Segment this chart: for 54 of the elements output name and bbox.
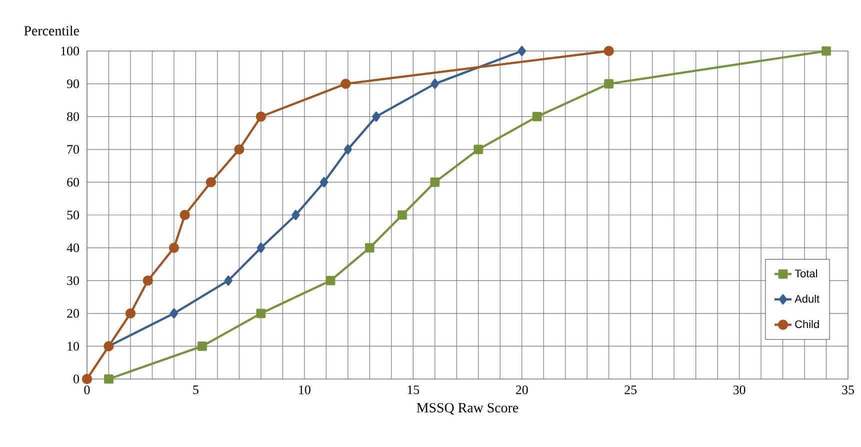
point bbox=[256, 242, 266, 253]
point bbox=[168, 242, 180, 253]
point bbox=[326, 276, 336, 286]
y-tick-label: 70 bbox=[67, 145, 80, 154]
point bbox=[822, 46, 831, 56]
point bbox=[474, 144, 484, 154]
point bbox=[518, 46, 526, 56]
point bbox=[292, 210, 300, 220]
point bbox=[234, 144, 244, 154]
point bbox=[320, 177, 328, 188]
x-tick-label: 25 bbox=[624, 386, 637, 394]
point bbox=[256, 308, 266, 318]
y-tick-label: 30 bbox=[67, 276, 80, 285]
legend-label: Total bbox=[794, 269, 818, 278]
point bbox=[170, 308, 178, 318]
y-axis-title: Percentile bbox=[24, 26, 80, 36]
x-tick-label: 30 bbox=[733, 386, 746, 394]
y-tick-label: 90 bbox=[66, 79, 80, 88]
legend-label: Adult bbox=[794, 294, 820, 303]
point bbox=[604, 46, 614, 56]
y-tick-label: 20 bbox=[67, 309, 80, 318]
point bbox=[256, 112, 266, 122]
point bbox=[364, 243, 374, 252]
legend-label: Child bbox=[795, 320, 819, 328]
point bbox=[125, 308, 136, 318]
x-tick-label: 15 bbox=[408, 386, 420, 394]
y-tick-label: 50 bbox=[67, 210, 80, 220]
point bbox=[82, 374, 92, 384]
point bbox=[344, 144, 352, 154]
point bbox=[430, 178, 440, 187]
point bbox=[398, 210, 407, 220]
x-tick-label: 10 bbox=[299, 386, 310, 394]
point bbox=[372, 112, 380, 122]
y-tick-label: 100 bbox=[61, 46, 80, 56]
y-tick-label: 40 bbox=[66, 243, 80, 252]
x-axis-title: MSSQ Raw Score bbox=[416, 403, 518, 415]
point bbox=[532, 112, 542, 122]
point bbox=[430, 78, 439, 89]
y-tick-label: 80 bbox=[67, 112, 80, 121]
x-tick-label: 5 bbox=[193, 386, 198, 394]
point bbox=[206, 177, 216, 188]
y-tick-label: 0 bbox=[74, 374, 80, 384]
point bbox=[104, 374, 114, 384]
point bbox=[224, 276, 232, 286]
x-tick-label: 35 bbox=[842, 386, 854, 394]
point bbox=[180, 210, 190, 220]
x-tick-label: 20 bbox=[516, 386, 528, 394]
point bbox=[198, 342, 207, 351]
y-tick-label: 10 bbox=[68, 342, 80, 351]
y-tick-label: 60 bbox=[67, 178, 80, 187]
point bbox=[142, 276, 153, 286]
point bbox=[604, 79, 614, 88]
point bbox=[340, 78, 351, 89]
x-tick-label: 0 bbox=[84, 386, 90, 394]
